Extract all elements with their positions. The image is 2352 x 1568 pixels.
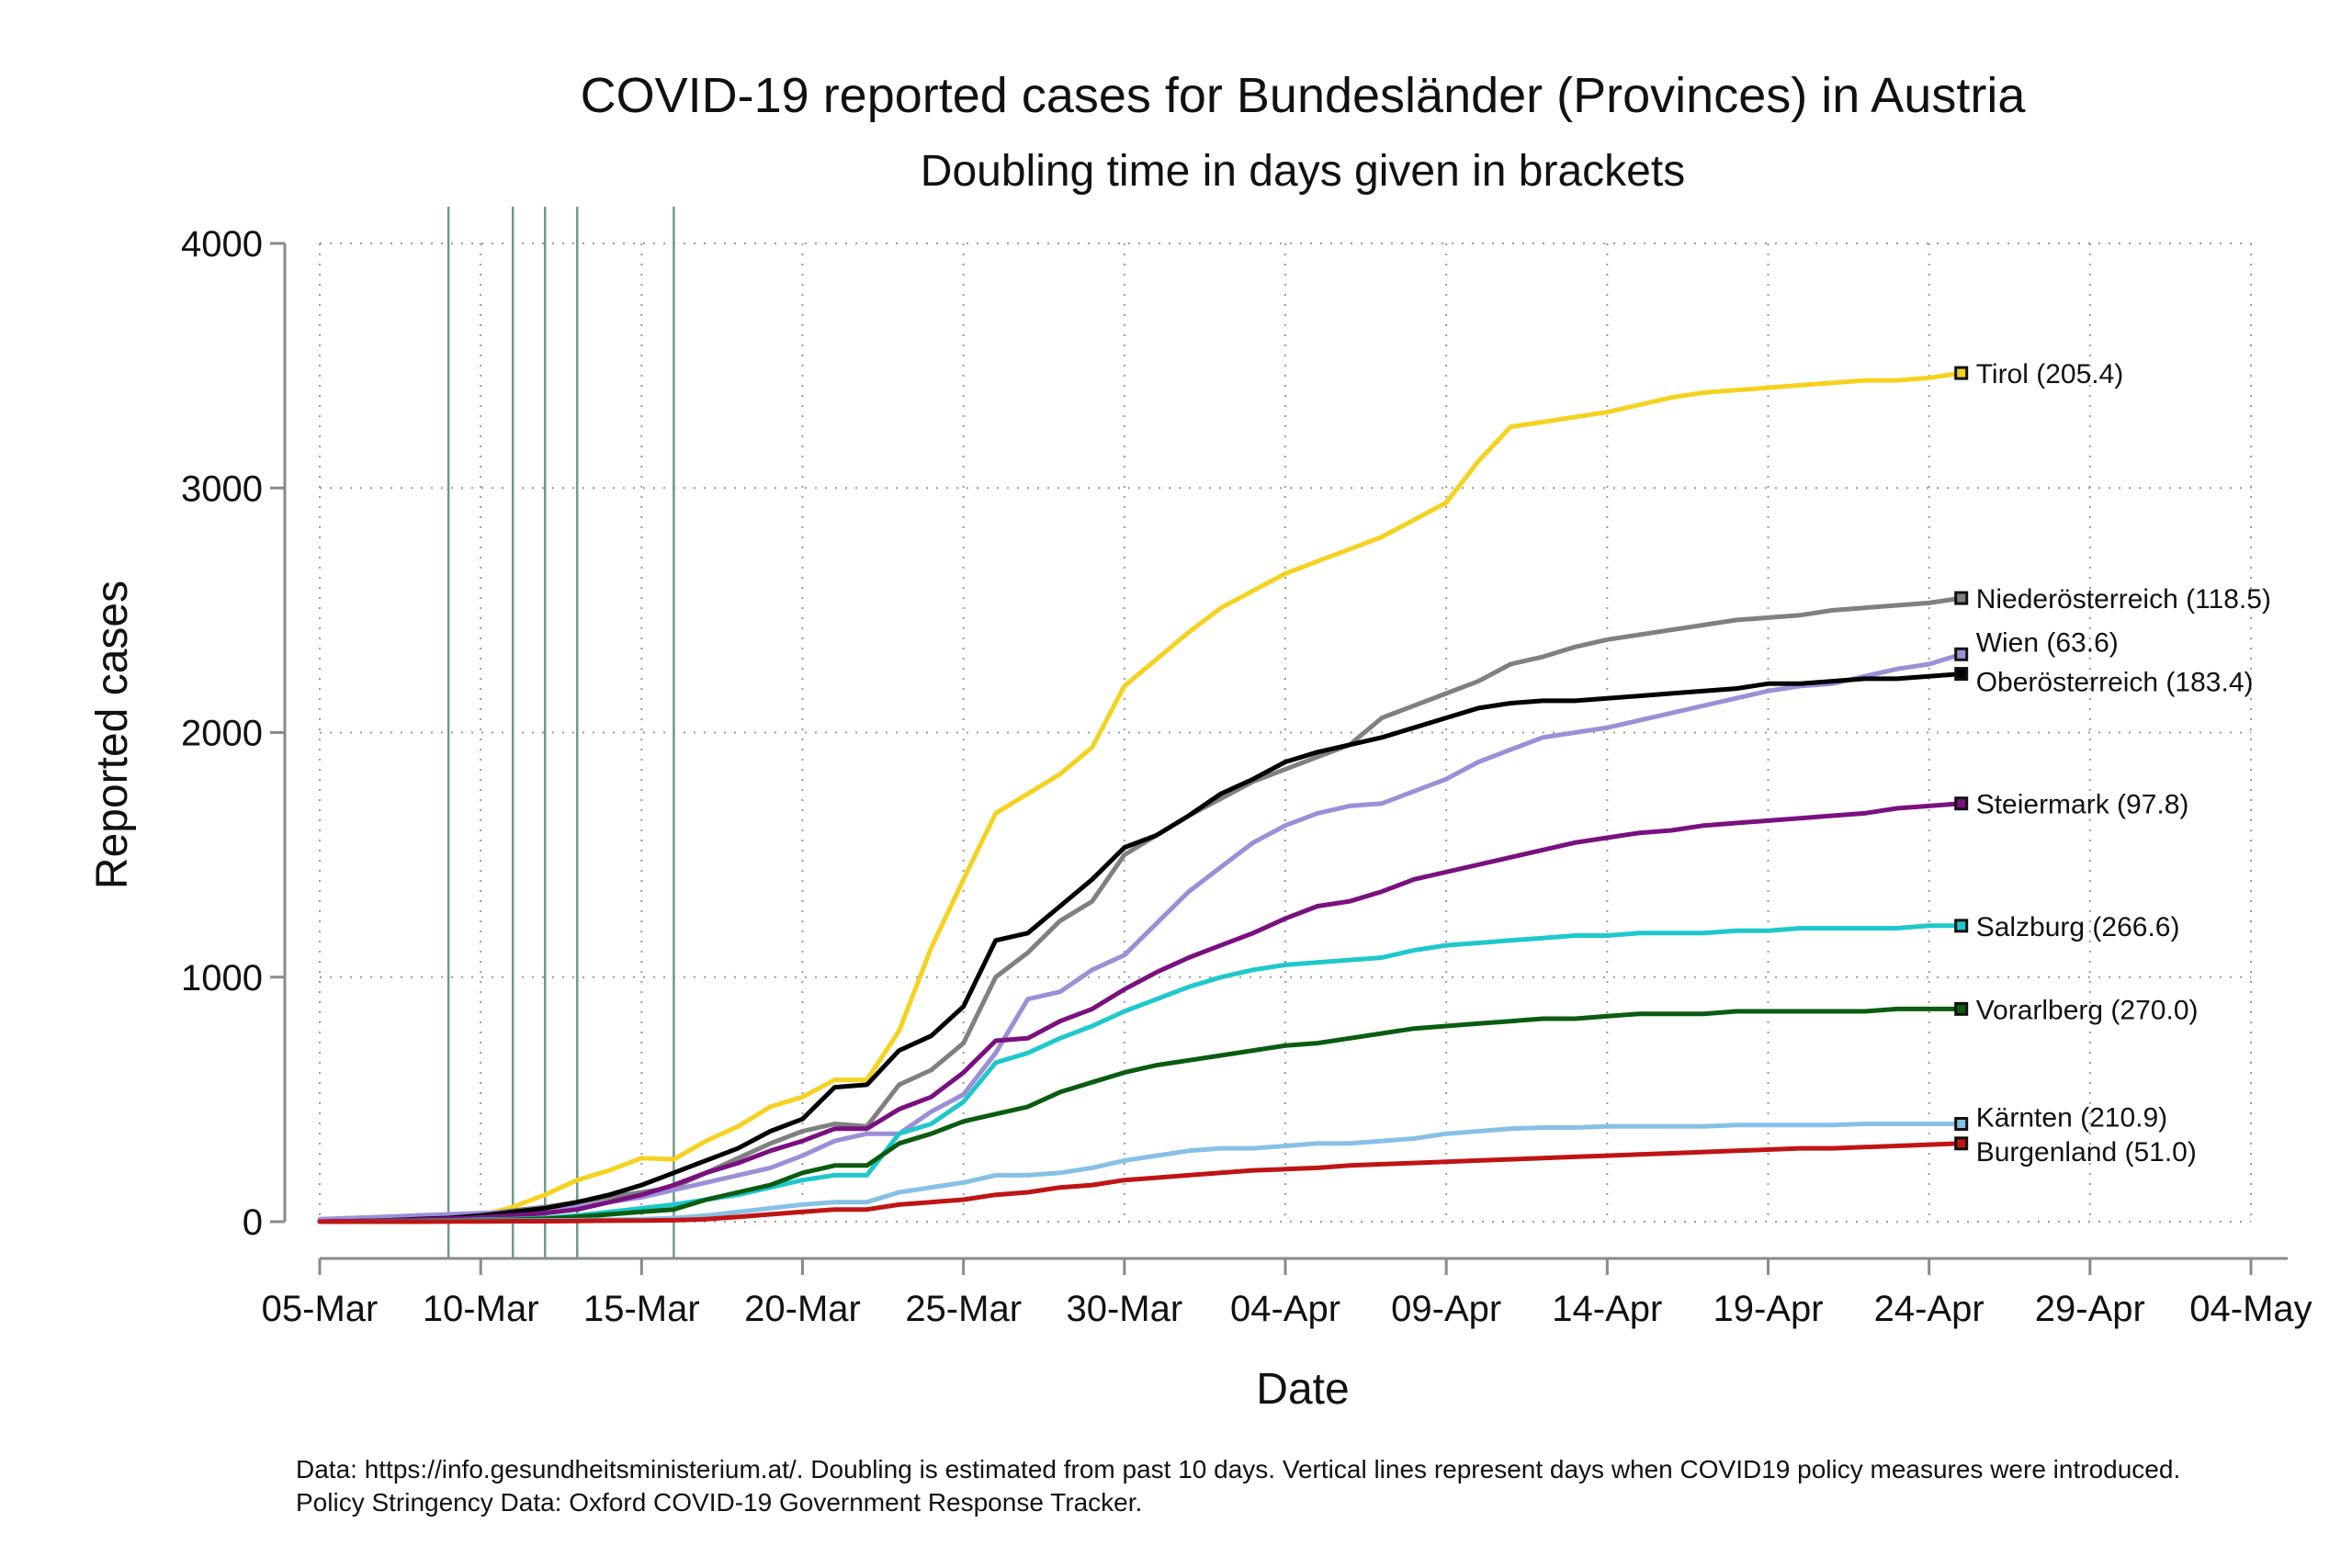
policy-lines (447, 207, 675, 1258)
series-label: Steiermark (97.8) (1976, 790, 2189, 820)
axes: 0 1000 2000 3000 4000 05-Mar 10-Mar 15-Mar 20-Ma… (181, 224, 2312, 1329)
series-end-marker (1954, 591, 1969, 605)
series-end-marker (1954, 1136, 1969, 1151)
x-tick-label: 09-Apr (1391, 1289, 1501, 1329)
chart-subtitle: Doubling time in days given in brackets (921, 147, 1685, 196)
x-tick-label: 24-Apr (1874, 1289, 1984, 1329)
x-tick-label: 05-Mar (262, 1289, 379, 1329)
y-tick-label: 0 (243, 1202, 263, 1243)
series-line-wien (317, 651, 1964, 1222)
gridlines (319, 243, 2252, 1223)
source-note: Data: https://info.gesundheitsministeriu… (296, 1455, 2181, 1483)
series-end-marker (1954, 919, 1969, 933)
x-tick-label: 04-May (2189, 1289, 2312, 1329)
y-axis-title: Reported cases (88, 581, 137, 889)
series-end-marker (1954, 1117, 1969, 1131)
series-end-marker (1954, 667, 1969, 682)
series-label: Oberösterreich (183.4) (1976, 668, 2254, 698)
series-lines (317, 366, 1969, 1224)
series-end-marker (1954, 647, 1969, 661)
series-label: Wien (63.6) (1976, 627, 2119, 658)
x-tick-label: 30-Mar (1066, 1289, 1182, 1329)
x-tick-label: 15-Mar (583, 1289, 700, 1329)
series-label: Niederösterreich (118.5) (1976, 584, 2271, 615)
series-labels: Tirol (205.4) Niederösterreich (118.5) Wie… (1976, 359, 2271, 1168)
x-tick-label: 10-Mar (423, 1289, 539, 1329)
series-line-oberösterreich (317, 671, 1964, 1224)
series-label: Salzburg (266.6) (1976, 912, 2180, 942)
y-tick-label: 2000 (181, 714, 263, 754)
series-label: Tirol (205.4) (1976, 359, 2124, 389)
x-tick-label: 29-Apr (2035, 1289, 2145, 1329)
y-tick-label: 3000 (181, 468, 263, 509)
x-tick-label: 14-Apr (1552, 1289, 1662, 1329)
series-line-tirol (317, 370, 1964, 1224)
series-label: Vorarlberg (270.0) (1976, 995, 2199, 1025)
x-axis-title: Date (1256, 1365, 1349, 1414)
series-end-marker (1954, 796, 1969, 811)
x-tick-label: 19-Apr (1713, 1289, 1823, 1329)
stringency-note: Policy Stringency Data: Oxford COVID-19 … (296, 1488, 1143, 1517)
series-line-vorarlberg (317, 1006, 1964, 1224)
series-label: Burgenland (51.0) (1976, 1137, 2197, 1168)
series-end-marker (1954, 366, 1969, 380)
x-tick-label: 25-Mar (905, 1289, 1022, 1329)
series-line-steiermark (317, 801, 1964, 1224)
x-tick-label: 04-Apr (1230, 1289, 1340, 1329)
x-tick-label: 20-Mar (744, 1289, 861, 1329)
series-end-marker (1954, 1001, 1969, 1016)
y-tick-label: 4000 (181, 224, 263, 265)
chart-title: COVID-19 reported cases for Bundesländer… (581, 68, 2027, 123)
series-line-burgenland (317, 1141, 1964, 1224)
y-tick-label: 1000 (181, 958, 263, 998)
series-label: Kärnten (210.9) (1976, 1103, 2167, 1134)
